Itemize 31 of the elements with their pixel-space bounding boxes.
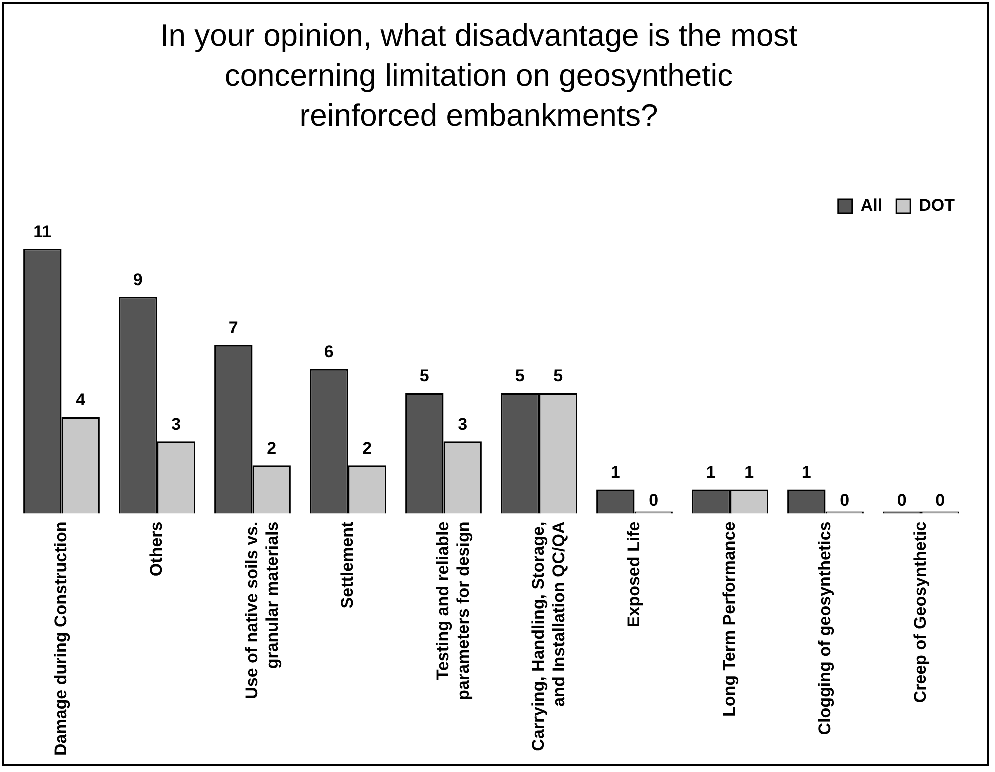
data-label: 0 bbox=[649, 490, 659, 510]
data-label: 5 bbox=[515, 366, 525, 386]
x-tick-label: Long Term Performance bbox=[720, 522, 739, 718]
data-label: 4 bbox=[76, 390, 86, 410]
x-tick-label: Exposed Life bbox=[624, 522, 644, 628]
data-label: 3 bbox=[458, 414, 468, 434]
data-label: 2 bbox=[362, 438, 372, 458]
data-label: 11 bbox=[34, 222, 52, 242]
data-label: 1 bbox=[744, 462, 754, 482]
data-label: 3 bbox=[172, 414, 182, 434]
x-tick-label: Damage during Construction bbox=[51, 522, 70, 756]
chart-title: In your opinion, what disadvantage is the most concerning limitation on geosynthetic reinforced embankments? bbox=[159, 17, 799, 135]
data-label: 0 bbox=[936, 490, 946, 510]
data-label: 5 bbox=[554, 366, 564, 386]
x-tick-label: Others bbox=[146, 522, 166, 577]
x-tick-label: Creep of Geosynthetic bbox=[910, 522, 930, 704]
data-label: 0 bbox=[840, 490, 850, 510]
legend-label: DOT bbox=[919, 196, 956, 216]
x-tick-label: Clogging of geosynthetics bbox=[815, 522, 834, 736]
data-label: 6 bbox=[324, 342, 334, 362]
data-label: 7 bbox=[228, 318, 238, 338]
x-tick-label: Settlement bbox=[338, 521, 357, 609]
data-label: 2 bbox=[267, 438, 277, 458]
data-label: 0 bbox=[897, 490, 907, 510]
data-label: 1 bbox=[802, 462, 812, 482]
data-label: 9 bbox=[133, 270, 143, 290]
legend-label: All bbox=[860, 196, 883, 216]
data-label: 1 bbox=[610, 462, 620, 482]
data-label: 1 bbox=[706, 462, 716, 482]
data-label: 5 bbox=[420, 366, 430, 386]
x-tick-label: Use of native soils vs. granular materials bbox=[242, 522, 282, 700]
